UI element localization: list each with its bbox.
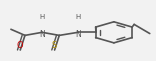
Text: H: H: [39, 14, 45, 20]
Text: N: N: [75, 30, 81, 39]
Text: H: H: [75, 14, 81, 20]
Text: O: O: [17, 41, 24, 50]
Text: N: N: [39, 30, 45, 39]
Text: S: S: [52, 41, 57, 50]
